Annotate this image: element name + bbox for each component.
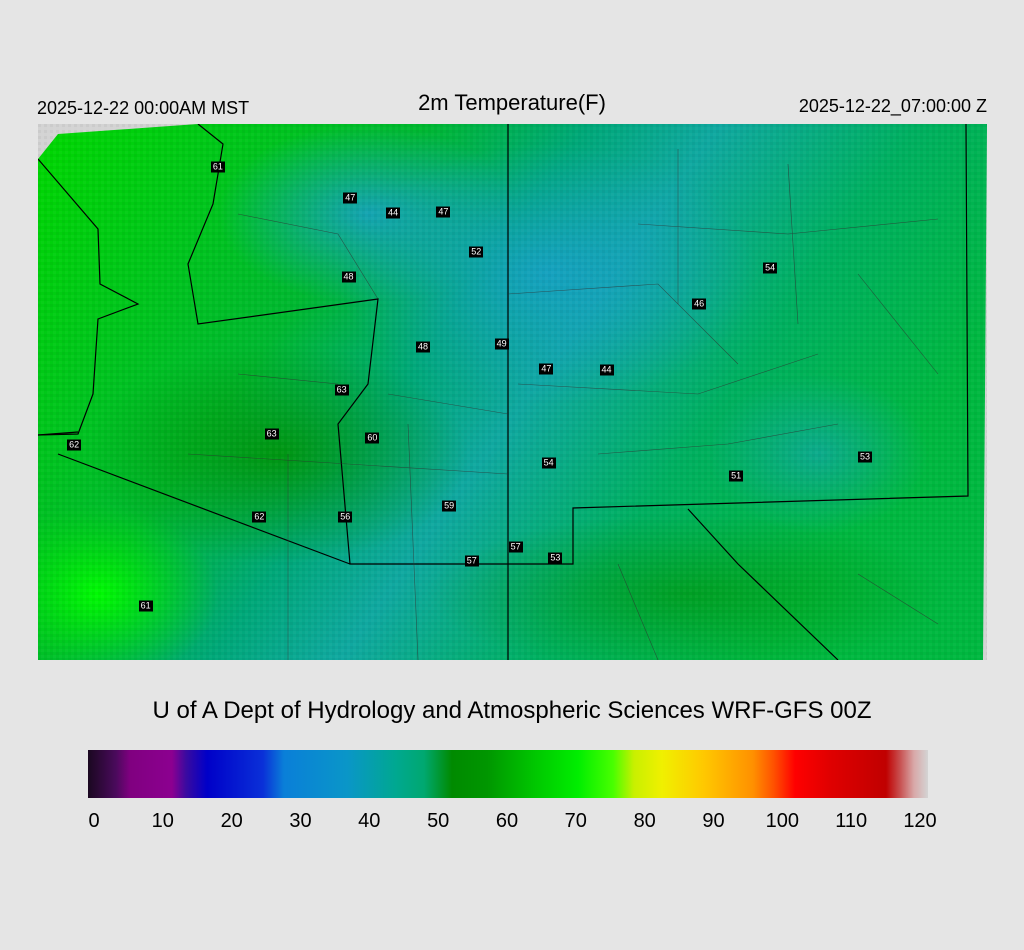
station-value-label: 61 xyxy=(210,161,225,173)
map-title: 2m Temperature(F) xyxy=(418,90,606,115)
colorbar-tick-label: 50 xyxy=(427,810,450,832)
station-value-label: 49 xyxy=(494,338,509,350)
county-lines xyxy=(187,149,939,661)
state-borders xyxy=(37,123,969,661)
colorbar xyxy=(88,750,928,798)
colorbar-tick-label: 120 xyxy=(903,810,937,832)
station-value-label: 48 xyxy=(341,271,356,282)
colorbar-tick-label: 80 xyxy=(633,810,656,832)
nm-border xyxy=(687,508,839,661)
station-value-label: 57 xyxy=(464,555,479,567)
colorbar-tick-label: 100 xyxy=(765,810,799,832)
station-value-label: 59 xyxy=(442,500,457,512)
utc-time-label: 2025-12-22_07:00:00 Z xyxy=(798,96,987,116)
colorbar-tick-label: 0 xyxy=(88,810,100,832)
nv-ca-north-border xyxy=(37,431,79,436)
colorbar-tick-label: 30 xyxy=(289,810,312,832)
colorbar-tick-label: 40 xyxy=(358,810,381,832)
station-value-label: 54 xyxy=(763,262,778,274)
station-value-label: 63 xyxy=(334,384,349,396)
credit-text: U of A Dept of Hydrology and Atmospheric… xyxy=(152,697,872,724)
station-value-label: 48 xyxy=(415,341,431,353)
station-value-label: 63 xyxy=(264,428,279,440)
station-value-label: 57 xyxy=(508,541,523,553)
station-value-label: 62 xyxy=(67,439,82,451)
temperature-map: 61 47 44 47 52 48 48 49 47 44 54 46 63 63 60 62 54 51 53 59… xyxy=(0,123,987,684)
station-value-label: 53 xyxy=(857,451,873,463)
colorbar-tick-label: 90 xyxy=(702,810,725,832)
station-value-label: 44 xyxy=(386,207,401,219)
station-value-label: 62 xyxy=(252,511,267,523)
map-canvas xyxy=(0,123,987,684)
nv-ca-diagonal-border xyxy=(57,453,351,565)
station-value-label: 44 xyxy=(599,364,614,376)
station-value-label: 60 xyxy=(365,432,380,444)
colorbar-tick-label: 10 xyxy=(151,810,174,832)
colorbar-gradient xyxy=(88,750,928,798)
station-value-label: 47 xyxy=(539,363,554,375)
station-value-label: 53 xyxy=(548,552,563,564)
colorbar-tick-label: 70 xyxy=(564,810,587,832)
station-value-label: 52 xyxy=(469,246,484,258)
station-value-label: 47 xyxy=(343,192,358,204)
local-time-label: 2025-12-22 00:00AM MST xyxy=(37,98,250,118)
station-value-label: 51 xyxy=(729,470,744,482)
inner-border-line xyxy=(187,123,969,565)
station-value-label: 56 xyxy=(338,511,353,523)
station-value-label: 54 xyxy=(541,457,556,469)
colorbar-tick-label: 20 xyxy=(220,810,243,832)
colorbar-tick-label: 110 xyxy=(835,810,868,832)
station-value-label: 46 xyxy=(692,298,707,310)
station-value-label: 47 xyxy=(436,206,451,218)
terrain-texture xyxy=(38,124,987,660)
station-value-label: 61 xyxy=(138,600,153,611)
colorbar-tick-label: 60 xyxy=(495,810,519,832)
oregon-border-line xyxy=(37,158,140,436)
